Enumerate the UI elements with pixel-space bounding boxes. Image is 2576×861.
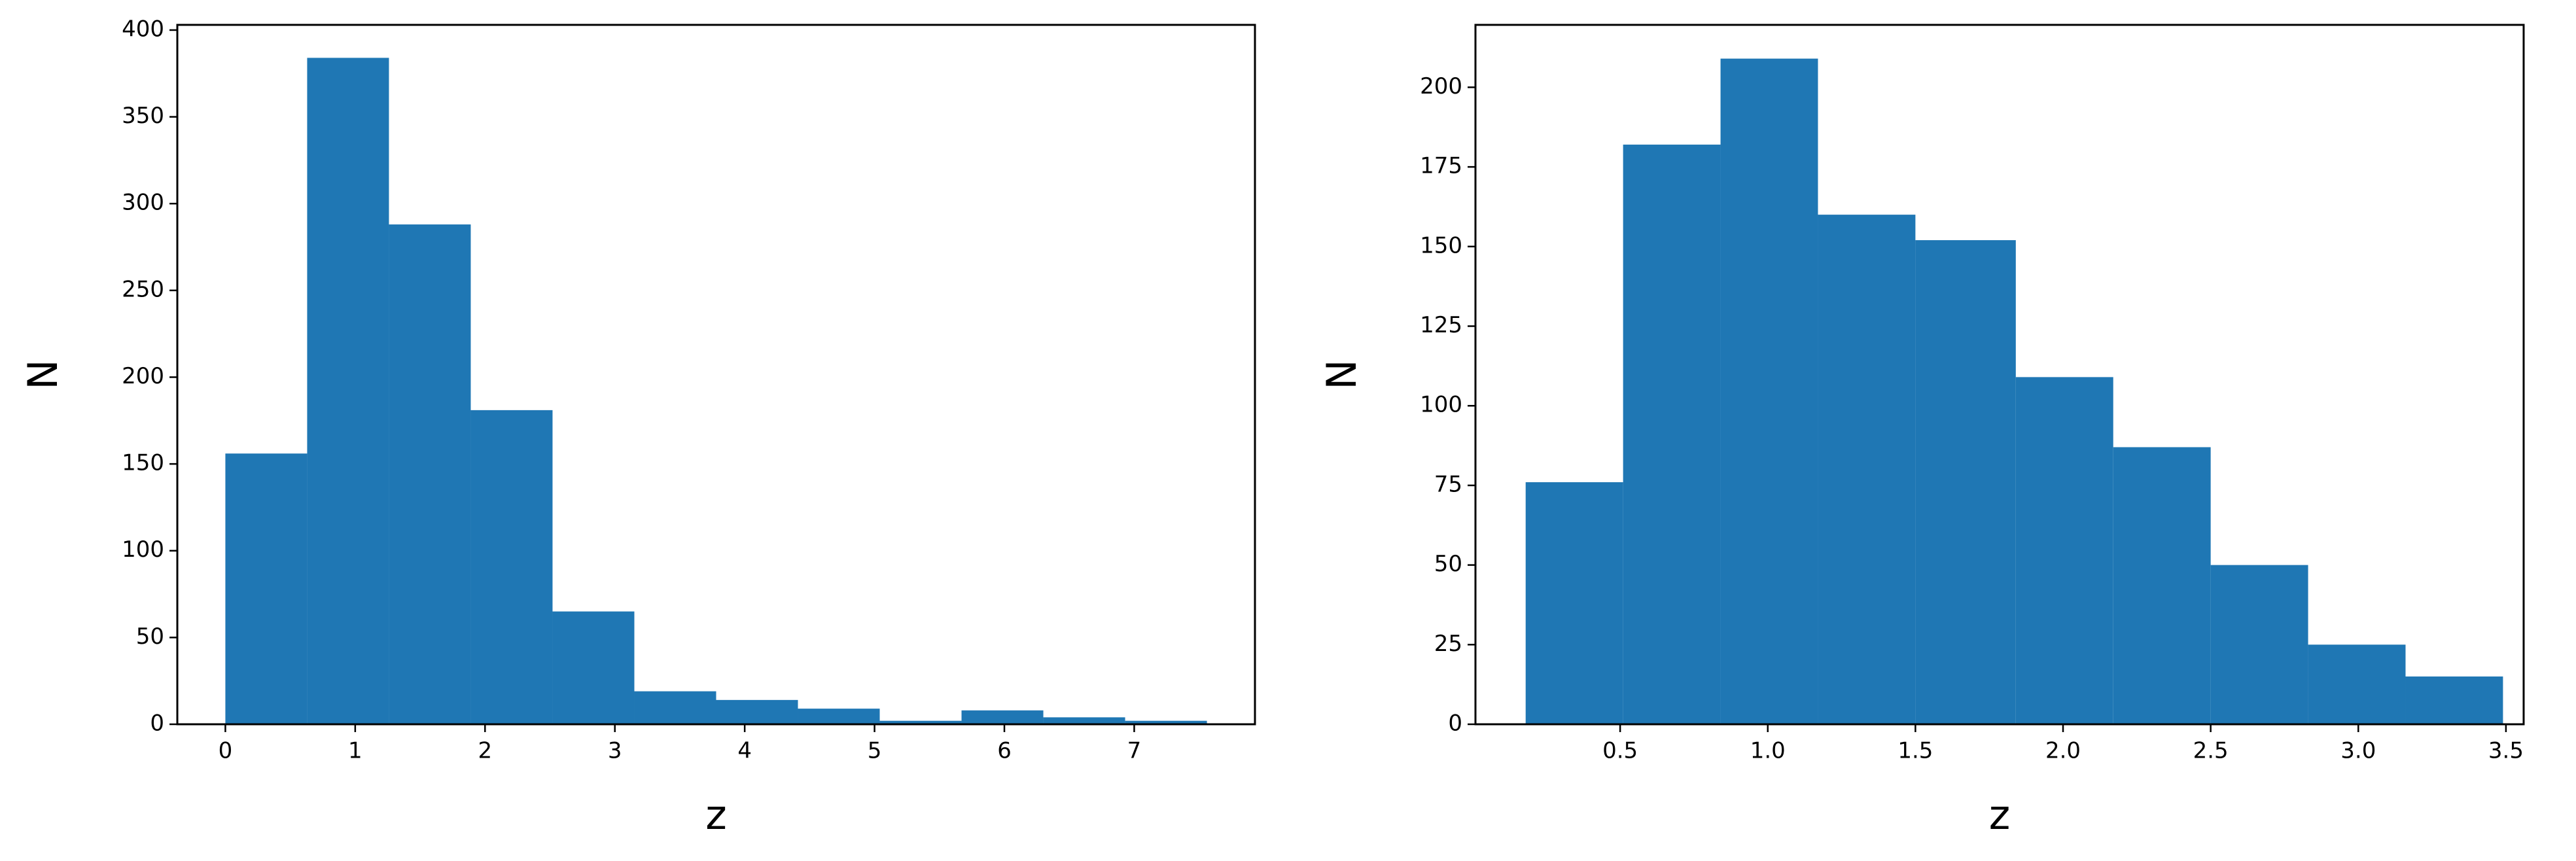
x-tick-label: 5 [868, 738, 882, 764]
bar [1915, 240, 2016, 724]
y-tick-label: 0 [150, 711, 164, 737]
y-tick-label: 400 [122, 16, 164, 42]
y-tick-label: 125 [1420, 312, 1462, 338]
y-tick-label: 50 [1434, 551, 1462, 577]
bar [552, 611, 635, 724]
bar [1623, 145, 1721, 724]
x-tick-label: 0 [219, 738, 233, 764]
bar [2405, 676, 2503, 724]
y-tick-label: 100 [122, 536, 164, 563]
x-tick-label: 3 [608, 738, 622, 764]
axes-frame [1474, 24, 2525, 726]
bar [1125, 720, 1207, 724]
bar [470, 410, 553, 724]
x-tick-label: 6 [997, 738, 1012, 764]
y-tick-label: 150 [122, 450, 164, 476]
x-tick-label: 3.5 [2488, 738, 2524, 764]
y-tick-label: 150 [1420, 232, 1462, 258]
x-tick-label: 1 [348, 738, 362, 764]
bar [2113, 447, 2211, 724]
bar [225, 453, 308, 724]
bar [879, 720, 962, 724]
bar [1720, 58, 1818, 725]
x-tick-label: 1.0 [1750, 738, 1786, 764]
bar [716, 699, 798, 724]
y-tick-label: 25 [1434, 631, 1462, 657]
bar [2015, 377, 2113, 724]
y-axis-label: N [1318, 359, 1366, 389]
bar [961, 710, 1044, 724]
y-tick-label: 200 [1420, 73, 1462, 99]
bar [2210, 565, 2308, 724]
bar [389, 224, 471, 724]
x-tick-label: 2 [478, 738, 492, 764]
y-tick-label: 200 [122, 363, 164, 389]
x-tick-label: 1.5 [1897, 738, 1933, 764]
x-tick-label: 7 [1127, 738, 1142, 764]
y-axis-label: N [19, 359, 67, 389]
y-tick-label: 100 [1420, 392, 1462, 418]
x-tick-label: 2.5 [2193, 738, 2229, 764]
y-tick-label: 75 [1434, 471, 1462, 497]
bar [1043, 717, 1125, 724]
axes-frame [176, 24, 1256, 726]
bar [634, 691, 716, 724]
bar [1525, 482, 1623, 724]
x-tick-label: 0.5 [1602, 738, 1638, 764]
x-tick-label: 2.0 [2045, 738, 2081, 764]
y-tick-label: 0 [1448, 711, 1462, 737]
y-tick-label: 175 [1420, 153, 1462, 179]
y-tick-label: 350 [122, 103, 164, 129]
bar [2308, 644, 2406, 724]
y-tick-label: 250 [122, 276, 164, 302]
bar [798, 709, 880, 724]
x-axis-label: z [1989, 791, 2011, 839]
bar [307, 58, 389, 724]
x-axis-label: z [705, 791, 727, 839]
y-tick-label: 50 [136, 624, 164, 650]
y-tick-label: 300 [122, 190, 164, 216]
bar [1818, 215, 1916, 724]
x-tick-label: 4 [737, 738, 752, 764]
x-tick-label: 3.0 [2340, 738, 2376, 764]
